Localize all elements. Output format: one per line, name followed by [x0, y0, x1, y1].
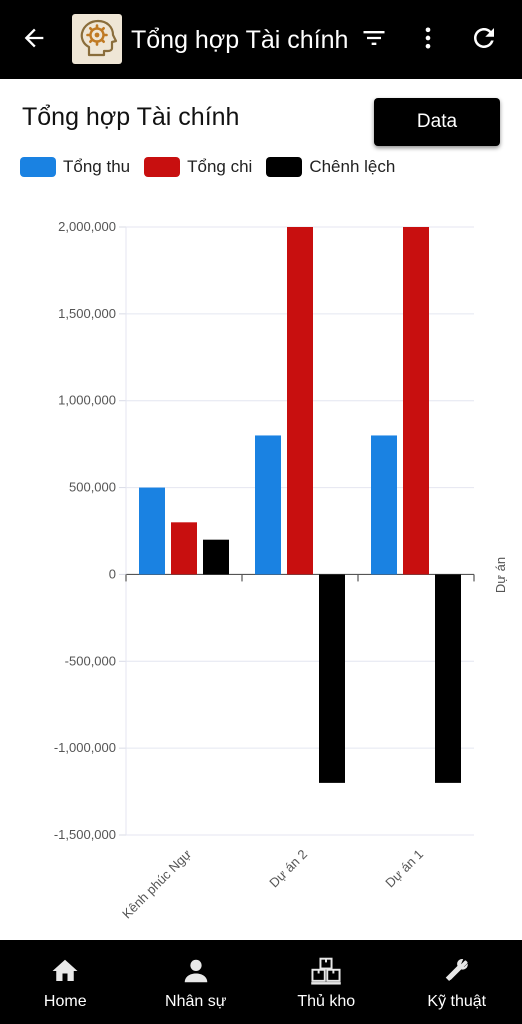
person-icon — [184, 959, 207, 983]
bar — [255, 435, 281, 575]
y-tick-label: -1,500,000 — [54, 827, 116, 842]
filter-button[interactable] — [350, 14, 398, 62]
bar — [371, 435, 397, 575]
bar — [319, 574, 345, 783]
back-button[interactable] — [10, 14, 58, 62]
back-arrow-icon — [24, 28, 44, 48]
nav-label: Thủ kho — [297, 993, 356, 1010]
x-tick-label: Kênh phúc Ngự — [119, 846, 194, 921]
warehouse-boxes-icon — [311, 957, 342, 985]
app-logo — [72, 14, 122, 64]
y-tick-label: 0 — [109, 566, 116, 581]
data-button[interactable]: Data — [374, 98, 500, 146]
bar — [171, 522, 197, 575]
y-tick-label: 1,000,000 — [58, 393, 116, 408]
x-tick-label: Dự án 2 — [266, 847, 310, 891]
bar — [287, 227, 313, 575]
legend-item-tong-thu[interactable]: Tổng thu — [20, 157, 130, 177]
nav-label: Home — [43, 993, 87, 1010]
home-icon — [52, 959, 78, 981]
refresh-button[interactable] — [460, 14, 508, 62]
more-vert-icon — [425, 27, 431, 49]
more-options-button[interactable] — [404, 14, 452, 62]
chart-legend: Tổng thu Tổng chi Chênh lệch — [20, 156, 409, 178]
app-bar-title: Tổng hợp Tài chính — [131, 26, 349, 54]
bottom-navigation: Home Nhân sự — [0, 940, 522, 1024]
top-app-bar: Tổng hợp Tài chính — [0, 0, 522, 79]
legend-swatch — [20, 157, 56, 177]
legend-item-chenh-lech[interactable]: Chênh lệch — [266, 157, 395, 177]
legend-label: Chênh lệch — [309, 157, 396, 176]
x-axis-title: Dự án — [493, 557, 508, 593]
refresh-icon — [474, 27, 494, 48]
y-tick-label: 2,000,000 — [58, 219, 116, 234]
y-tick-label: -1,000,000 — [54, 740, 116, 755]
nav-label: Nhân sự — [165, 993, 227, 1010]
x-tick-label: Dự án 1 — [382, 847, 426, 891]
bar — [435, 574, 461, 783]
bar-chart: 2,000,000 1,500,000 1,000,000 500,000 0 -500,… — [54, 219, 508, 922]
nav-item-nhan-su[interactable]: Nhân sự — [131, 940, 262, 1024]
legend-swatch — [144, 157, 181, 177]
y-tick-label: 1,500,000 — [58, 306, 116, 321]
nav-item-thu-kho[interactable]: Thủ kho — [261, 940, 392, 1024]
nav-label: Kỹ thuật — [427, 993, 487, 1010]
legend-label: Tổng chi — [187, 157, 253, 176]
legend-item-tong-chi[interactable]: Tổng chi — [144, 157, 252, 177]
nav-item-home[interactable]: Home — [0, 940, 131, 1024]
filter-icon — [363, 31, 385, 45]
legend-label: Tổng thu — [63, 157, 131, 176]
bar — [139, 487, 165, 575]
y-tick-label: -500,000 — [65, 653, 116, 668]
bar — [203, 539, 229, 575]
y-tick-label: 500,000 — [69, 480, 116, 495]
nav-item-ky-thuat[interactable]: Kỹ thuật — [392, 940, 522, 1024]
bar — [403, 227, 429, 575]
legend-swatch — [266, 157, 303, 177]
page-title: Tổng hợp Tài chính — [22, 103, 240, 131]
tools-icon — [445, 958, 468, 981]
